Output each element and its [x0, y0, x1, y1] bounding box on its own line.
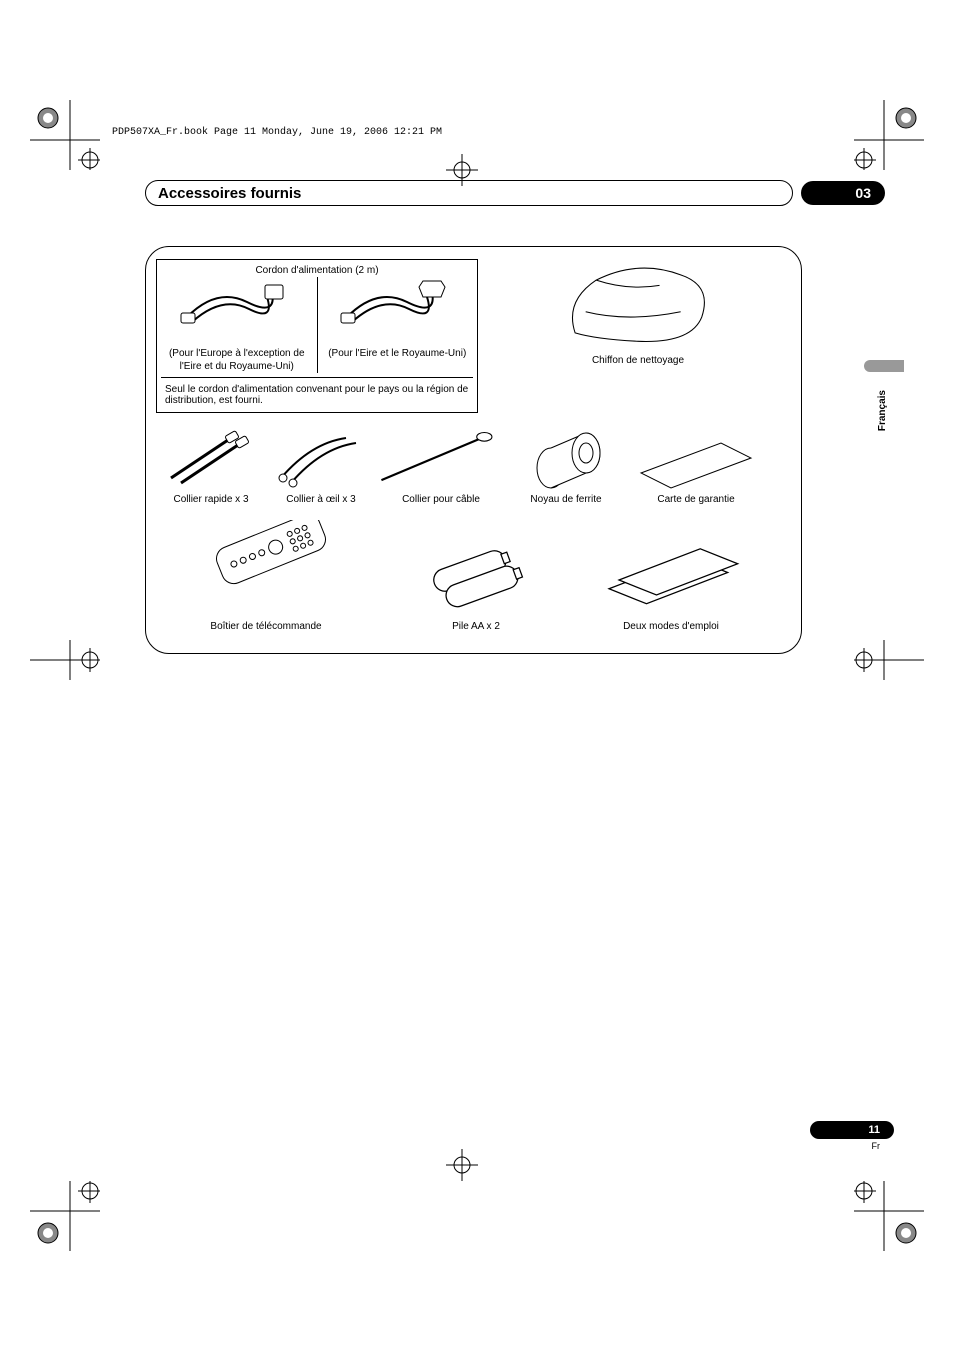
crop-mark-mid-left — [30, 640, 100, 710]
page-language: Fr — [810, 1141, 894, 1151]
print-header: PDP507XA_Fr.book Page 11 Monday, June 19… — [112, 127, 442, 138]
power-cord-title: Cordon d'alimentation (2 m) — [161, 264, 473, 277]
warranty-card: Carte de garantie — [626, 423, 766, 506]
remote-control-icon — [156, 520, 376, 620]
remote-control: Boîtier de télécommande — [156, 520, 376, 633]
cleaning-cloth: Chiffon de nettoyage — [488, 259, 788, 367]
cable-clamp-icon — [376, 423, 506, 493]
power-cord-note: Seul le cordon d'alimentation convenant … — [161, 382, 473, 408]
content: Accessoires fournis 03 Cordon d'alimenta… — [145, 180, 885, 654]
ferrite-core-label: Noyau de ferrite — [506, 493, 626, 506]
crop-mark-bottom-left — [30, 1181, 100, 1251]
power-cord-uk-icon — [322, 277, 474, 347]
power-cord-uk-label: (Pour l'Eire et le Royaume-Uni) — [322, 347, 474, 360]
cleaning-cloth-label: Chiffon de nettoyage — [488, 354, 788, 367]
power-cord-europe-label: (Pour l'Europe à l'exception de l'Eire e… — [161, 347, 313, 373]
crop-mark-top-right — [854, 100, 924, 170]
power-cord-group: Cordon d'alimentation (2 m) — [156, 259, 478, 413]
cable-clamp: Collier pour câble — [376, 423, 506, 506]
bead-band-icon — [266, 423, 376, 493]
page-number: 11 — [810, 1121, 894, 1139]
accessories-box: Cordon d'alimentation (2 m) — [145, 246, 802, 654]
speed-clamp-label: Collier rapide x 3 — [156, 493, 266, 506]
crop-mark-bottom-right — [854, 1181, 924, 1251]
batteries-label: Pile AA x 2 — [376, 620, 576, 633]
warranty-card-label: Carte de garantie — [626, 493, 766, 506]
batteries-icon — [376, 520, 576, 620]
cleaning-cloth-icon — [488, 259, 788, 354]
manuals: Deux modes d'emploi — [576, 520, 766, 633]
crop-mark-top-left — [30, 100, 100, 170]
crop-mark-bottom-center — [442, 1145, 512, 1215]
page-title: Accessoires fournis — [145, 180, 793, 206]
manuals-icon — [576, 520, 766, 620]
page-footer: 11 Fr — [810, 1121, 894, 1151]
ferrite-core-icon — [506, 423, 626, 493]
manuals-label: Deux modes d'emploi — [576, 620, 766, 633]
warranty-card-icon — [626, 423, 766, 493]
power-cord-uk: (Pour l'Eire et le Royaume-Uni) — [322, 277, 474, 373]
cable-clamp-label: Collier pour câble — [376, 493, 506, 506]
batteries: Pile AA x 2 — [376, 520, 576, 633]
speed-clamp-icon — [156, 423, 266, 493]
power-cord-europe-icon — [161, 277, 313, 347]
power-cord-europe: (Pour l'Europe à l'exception de l'Eire e… — [161, 277, 318, 373]
bead-band: Collier à œil x 3 — [266, 423, 376, 506]
chapter-number: 03 — [801, 181, 885, 205]
speed-clamp: Collier rapide x 3 — [156, 423, 266, 506]
page: PDP507XA_Fr.book Page 11 Monday, June 19… — [0, 0, 954, 1351]
bead-band-label: Collier à œil x 3 — [266, 493, 376, 506]
title-bar: Accessoires fournis 03 — [145, 180, 885, 206]
ferrite-core: Noyau de ferrite — [506, 423, 626, 506]
remote-control-label: Boîtier de télécommande — [156, 620, 376, 633]
